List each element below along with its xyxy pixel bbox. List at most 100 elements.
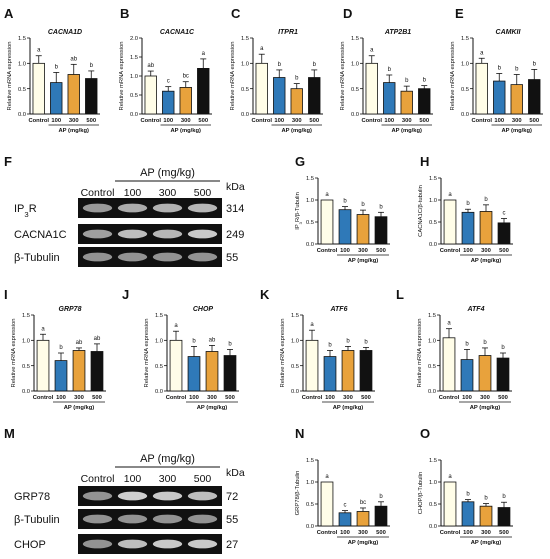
- y-axis-label: Relative mRNA expression: [7, 42, 13, 111]
- blot-strip: [78, 534, 222, 554]
- chart-g: 0.0 0.5 1.0 1.5 IP3R/β-Tubulin a Control b 100 b 3…: [295, 176, 390, 264]
- bar: [85, 78, 98, 115]
- y-tick-label: 2.0: [130, 36, 138, 42]
- bar: [374, 505, 388, 527]
- bar: [273, 77, 286, 115]
- bar: [67, 74, 80, 115]
- blot-strip: [78, 486, 222, 506]
- y-tick-label: 1.5: [306, 458, 314, 464]
- x-axis-label: AP (mg/kg): [171, 128, 202, 134]
- blot-lane-label: 100: [124, 187, 142, 199]
- x-tick-label: 500: [376, 248, 386, 254]
- significance-letter: b: [90, 63, 94, 69]
- significance-letter: b: [361, 202, 365, 208]
- x-tick-label: Control: [251, 118, 272, 124]
- bar: [32, 62, 45, 115]
- bar: [479, 505, 493, 527]
- significance-letter: b: [295, 76, 299, 82]
- x-tick-label: 100: [340, 530, 350, 536]
- significance-letter: a: [41, 326, 45, 332]
- y-axis-label: Relative mRNA expression: [340, 42, 346, 111]
- panel-letter-i: I: [4, 287, 8, 302]
- y-tick-label: 1.0: [22, 339, 30, 345]
- significance-letter: b: [484, 496, 488, 502]
- chart-title: ATP2B1: [384, 29, 411, 36]
- significance-letter: c: [167, 79, 170, 85]
- x-tick-label: 500: [86, 118, 96, 124]
- bar: [205, 351, 219, 392]
- x-tick-label: Control: [317, 248, 338, 254]
- x-tick-label: 300: [402, 118, 412, 124]
- panel-letter-k: K: [260, 287, 270, 302]
- y-tick-label: 0.5: [155, 364, 163, 370]
- bar: [497, 222, 511, 245]
- bar: [442, 337, 456, 392]
- bar: [162, 90, 175, 115]
- bar: [144, 75, 157, 115]
- significance-letter: ab: [94, 336, 101, 342]
- y-axis-label: Relative mRNA expression: [450, 42, 456, 111]
- blot-band: [187, 491, 218, 501]
- x-axis-label: AP (mg/kg): [471, 540, 502, 546]
- chart-title: GRP78: [59, 306, 82, 313]
- bar: [475, 62, 488, 115]
- panel-letter-c: C: [231, 6, 241, 21]
- y-tick-label: 1.5: [18, 36, 26, 42]
- x-axis-label: AP (mg/kg): [392, 128, 423, 134]
- significance-letter: a: [174, 323, 178, 329]
- chart-title: CAMKII: [496, 29, 522, 36]
- blot-band: [117, 491, 148, 501]
- blot-strip: [78, 247, 222, 267]
- x-tick-label: 500: [498, 395, 508, 401]
- y-tick-label: 1.5: [22, 313, 30, 319]
- panel-letter-o: O: [420, 426, 430, 441]
- y-axis-label: Relative mRNA expression: [230, 42, 236, 111]
- x-tick-label: 100: [494, 118, 504, 124]
- y-tick-label: 1.0: [155, 339, 163, 345]
- x-axis-label: AP (mg/kg): [348, 258, 379, 264]
- blot-band: [82, 491, 113, 501]
- x-axis-label: AP (mg/kg): [59, 128, 90, 134]
- x-tick-label: Control: [33, 395, 54, 401]
- x-axis-label: AP (mg/kg): [282, 128, 313, 134]
- y-axis-label: CACNA1C/β-tubulin: [418, 185, 424, 237]
- bar: [356, 214, 370, 245]
- bar: [418, 88, 431, 115]
- x-tick-label: 300: [74, 395, 84, 401]
- y-tick-label: 0.5: [429, 502, 437, 508]
- bar: [528, 79, 541, 115]
- blot-strip: [78, 224, 222, 244]
- chart-a: CACNA1D 0.0 0.5 1.0 1.5 Relative mRNA express…: [7, 29, 100, 134]
- significance-letter: b: [379, 204, 383, 210]
- significance-letter: a: [325, 192, 329, 198]
- significance-letter: a: [310, 322, 314, 328]
- x-tick-label: Control: [166, 395, 187, 401]
- blot-row-label: IP3R: [14, 203, 37, 219]
- y-tick-label: 1.0: [306, 198, 314, 204]
- blot-m: AP (mg/kg) Control 100 300 500 kDa GRP78 72 β-Tu…: [14, 453, 245, 554]
- bar: [90, 351, 104, 392]
- bar: [323, 356, 337, 392]
- bar: [497, 507, 511, 527]
- blot-band: [152, 514, 183, 524]
- chart-j: CHOP 0.0 0.5 1.0 1.5 Relative mRNA expression…: [144, 306, 239, 411]
- significance-letter: b: [192, 338, 196, 344]
- y-tick-label: 0.0: [429, 524, 437, 530]
- chart-h: 0.0 0.5 1.0 1.5 CACNA1C/β-tubulin a Control b 10…: [418, 176, 513, 264]
- y-tick-label: 0.0: [18, 112, 26, 118]
- x-tick-label: Control: [302, 395, 323, 401]
- y-tick-label: 1.5: [291, 313, 299, 319]
- significance-letter: bc: [183, 74, 189, 80]
- significance-letter: b: [484, 197, 488, 203]
- blot-lane-label: 500: [194, 187, 212, 199]
- significance-letter: ab: [147, 63, 154, 69]
- x-tick-label: Control: [361, 118, 382, 124]
- x-tick-label: 300: [343, 395, 353, 401]
- y-tick-label: 0.0: [429, 242, 437, 248]
- blot-lane-label: 300: [159, 473, 177, 485]
- y-tick-label: 0.5: [429, 220, 437, 226]
- chart-c: ITPR1 0.0 0.5 1.0 1.5 Relative mRNA expressio…: [230, 29, 323, 134]
- y-tick-label: 0.0: [351, 112, 359, 118]
